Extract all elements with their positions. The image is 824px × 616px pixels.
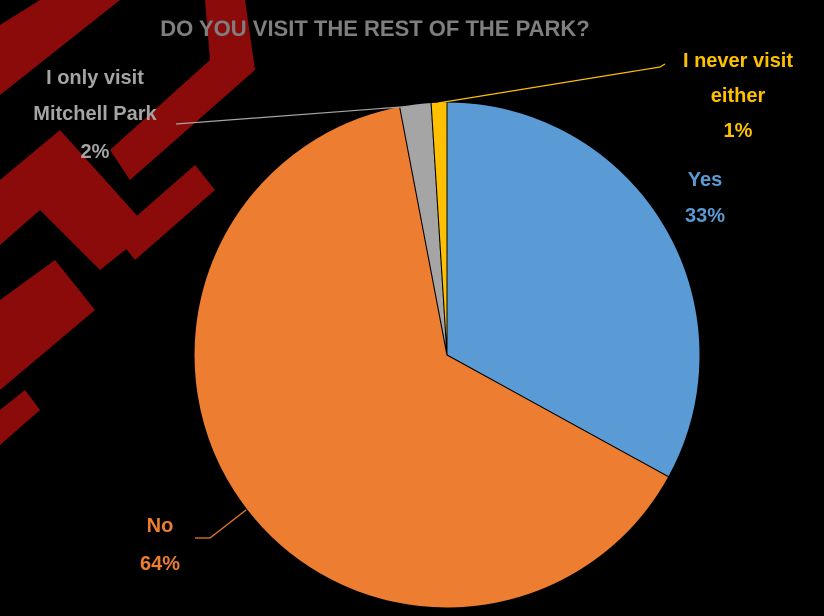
label-yes-name: Yes <box>688 169 722 191</box>
watermark-stroke-6 <box>115 165 215 260</box>
label-mitchell-line2: Mitchell Park <box>33 103 157 125</box>
pie-slice-yes <box>446 101 701 478</box>
label-never-line1: I never visit <box>683 50 793 72</box>
label-no-name: No <box>147 515 174 537</box>
label-no-value: 64% <box>140 553 180 575</box>
label-mitchell-line1: I only visit <box>46 67 144 89</box>
leader-line-never <box>437 63 666 104</box>
watermark-stroke-2 <box>110 0 255 180</box>
watermark-stroke-5 <box>0 390 40 445</box>
chart-title: DO YOU VISIT THE REST OF THE PARK? <box>160 16 589 41</box>
label-mitchell-value: 2% <box>81 141 110 163</box>
label-no: No 64% <box>140 515 180 575</box>
label-never: I never visit either 1% <box>683 50 793 142</box>
label-yes: Yes 33% <box>685 169 725 227</box>
watermark-stroke-4 <box>0 260 95 390</box>
draft-watermark <box>0 0 255 445</box>
label-never-value: 1% <box>724 120 753 142</box>
leader-line-mitchell <box>175 105 415 125</box>
leader-line-no <box>195 509 247 539</box>
watermark-stroke-1 <box>0 0 120 95</box>
pie-slice-no <box>193 105 670 609</box>
label-never-line2: either <box>711 85 766 107</box>
label-mitchell: I only visit Mitchell Park 2% <box>33 67 157 163</box>
label-yes-value: 33% <box>685 205 725 227</box>
pie-slices <box>193 101 701 609</box>
watermark-stroke-3 <box>0 130 150 270</box>
